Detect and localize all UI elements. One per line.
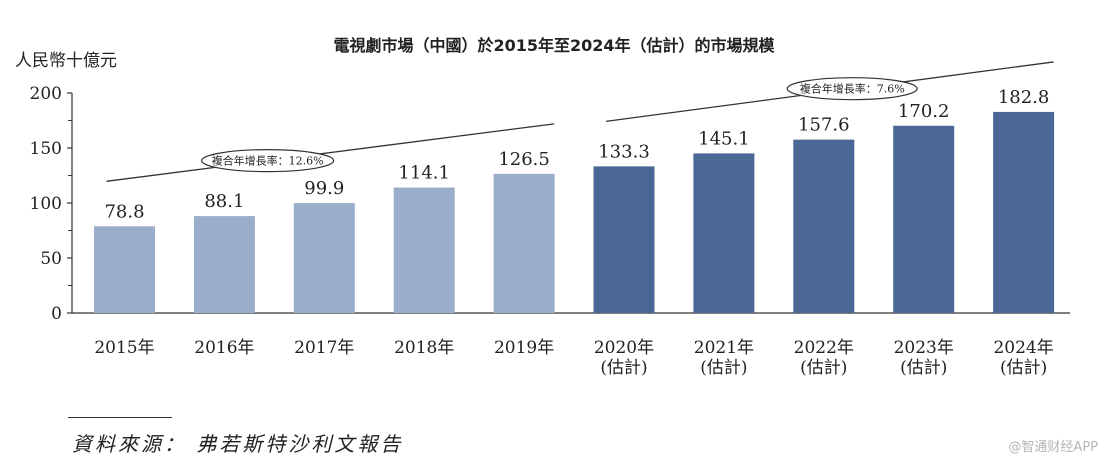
x-tick-label: (估計): [700, 358, 747, 378]
bar: [593, 166, 655, 313]
chart-title: 電視劇市場（中國）於2015年至2024年（估計）的市場規模: [333, 36, 775, 55]
bar: [493, 173, 555, 313]
x-tick-label: 2023年: [894, 338, 954, 358]
bar: [893, 125, 955, 313]
cagr-label-ellipse: [201, 149, 335, 173]
bar-value-label: 114.1: [398, 162, 450, 183]
x-tick-label: 2015年: [94, 338, 154, 358]
x-tick-label: (估計): [1000, 358, 1047, 378]
bar: [693, 153, 755, 313]
bar-value-label: 145.1: [698, 128, 750, 149]
bar-value-label: 78.8: [104, 201, 144, 222]
watermark-text: @智通财经APP: [1008, 440, 1098, 455]
bar-value-label: 88.1: [204, 191, 244, 212]
y-tick-label: 0: [51, 304, 62, 324]
y-tick-label: 150: [30, 139, 62, 159]
bar-value-label: 99.9: [304, 178, 344, 199]
x-tick-label: 2016年: [194, 338, 254, 358]
x-tick-label: 2017年: [294, 338, 354, 358]
x-tick-label: 2020年: [594, 338, 654, 358]
x-tick-label: (估計): [900, 358, 947, 378]
y-tick-label: 100: [30, 194, 62, 214]
y-tick-label: 50: [40, 249, 62, 269]
x-tick-label: (估計): [800, 358, 847, 378]
bar: [193, 216, 255, 313]
x-tick-label: 2018年: [394, 338, 454, 358]
cagr-label: 複合年增長率：7.6%: [800, 82, 905, 96]
bar-value-label: 133.3: [598, 141, 650, 162]
bar-value-label: 182.8: [998, 87, 1050, 108]
bar: [94, 226, 155, 313]
cagr-label: 複合年增長率：12.6%: [212, 154, 324, 168]
y-axis-unit-label: 人民幣十億元: [15, 51, 117, 71]
source-divider: [68, 417, 172, 418]
bar: [793, 139, 855, 313]
cagr-trend-line: [106, 123, 555, 182]
x-tick-label: 2024年: [993, 338, 1053, 358]
x-tick-label: (估計): [600, 358, 647, 378]
source-note: 資料來源： 弗若斯特沙利文報告: [72, 432, 404, 456]
bar: [993, 111, 1055, 313]
x-tick-label: 2019年: [494, 338, 554, 358]
bar-value-label: 126.5: [498, 149, 550, 170]
cagr-label-ellipse: [786, 77, 918, 101]
y-tick-label: 200: [30, 84, 62, 104]
x-tick-label: 2022年: [794, 338, 854, 358]
bar: [393, 187, 455, 313]
bar: [293, 203, 355, 313]
bar-value-label: 170.2: [898, 101, 950, 122]
x-tick-label: 2021年: [694, 338, 754, 358]
bar-value-label: 157.6: [798, 115, 850, 136]
